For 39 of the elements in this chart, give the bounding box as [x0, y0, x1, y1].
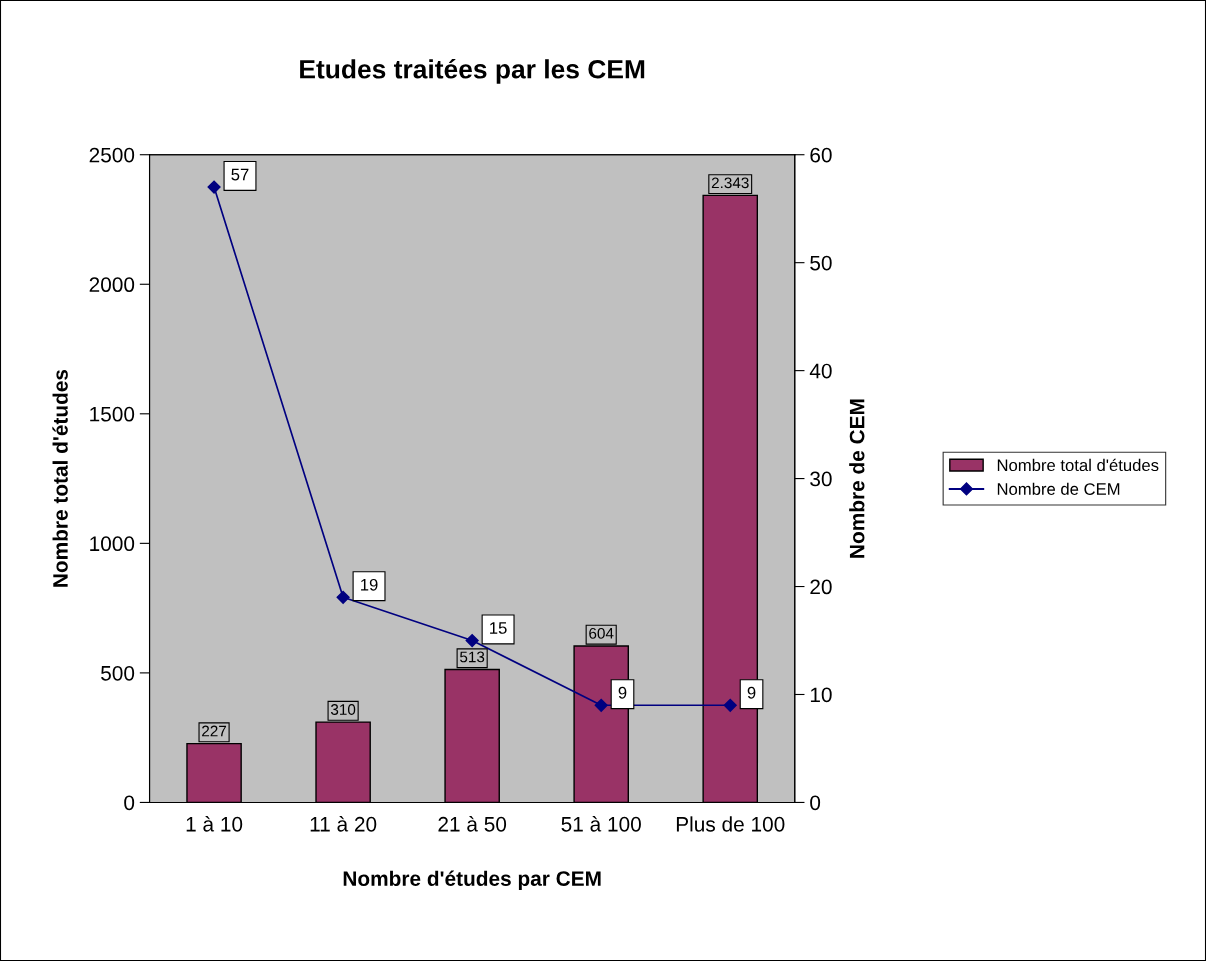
- data-label: 310: [330, 704, 356, 715]
- point: [207, 180, 221, 194]
- data-label: 227: [202, 725, 227, 737]
- y2-tick-label: 20: [810, 579, 832, 595]
- data-label: 513: [460, 651, 485, 663]
- y-tick-label: 1000: [90, 536, 135, 552]
- y2-tick-label: 50: [810, 255, 832, 271]
- y-tick-label: 2500: [89, 147, 135, 163]
- x-tick-label: 1 à 10: [186, 816, 243, 832]
- y2-tick-label: 10: [810, 687, 832, 703]
- data-label: 2.343: [711, 177, 749, 189]
- y2-tick-label: 0: [810, 795, 821, 811]
- y2-tick-label: 60: [810, 147, 832, 163]
- y-tick-label: 2000: [89, 277, 135, 293]
- point: [465, 633, 479, 648]
- y-tick-label: 0: [124, 795, 135, 811]
- legend-label: Nombre de CEM: [997, 482, 1120, 495]
- data-label: 9: [618, 686, 627, 699]
- x-tick-label: 21 à 50: [438, 816, 507, 832]
- data-label: 19: [361, 578, 378, 591]
- y-axis-title: Nombre total d'études: [52, 369, 68, 587]
- x-tick-label: 51 à 100: [561, 816, 641, 832]
- x-tick-label: 11 à 20: [310, 816, 377, 832]
- data-label: 57: [231, 168, 249, 181]
- point: [336, 590, 350, 604]
- point: [594, 698, 608, 712]
- y2-axis-title: Nombre de CEM: [849, 399, 865, 558]
- y2-tick-label: 30: [810, 471, 832, 487]
- x-axis-title: Nombre d'études par CEM: [343, 870, 601, 891]
- chart-title: Etudes traitées par les CEM: [300, 58, 645, 84]
- x-tick-label: Plus de 100: [676, 816, 785, 832]
- y-tick-label: 500: [101, 665, 135, 681]
- data-label: 9: [747, 686, 756, 699]
- legend-label: Nombre total d'études: [997, 458, 1159, 472]
- y-tick-label: 1500: [90, 406, 135, 422]
- y2-tick-label: 40: [809, 363, 832, 379]
- point: [723, 698, 737, 712]
- data-label: 15: [490, 622, 507, 634]
- data-label: 604: [589, 627, 614, 639]
